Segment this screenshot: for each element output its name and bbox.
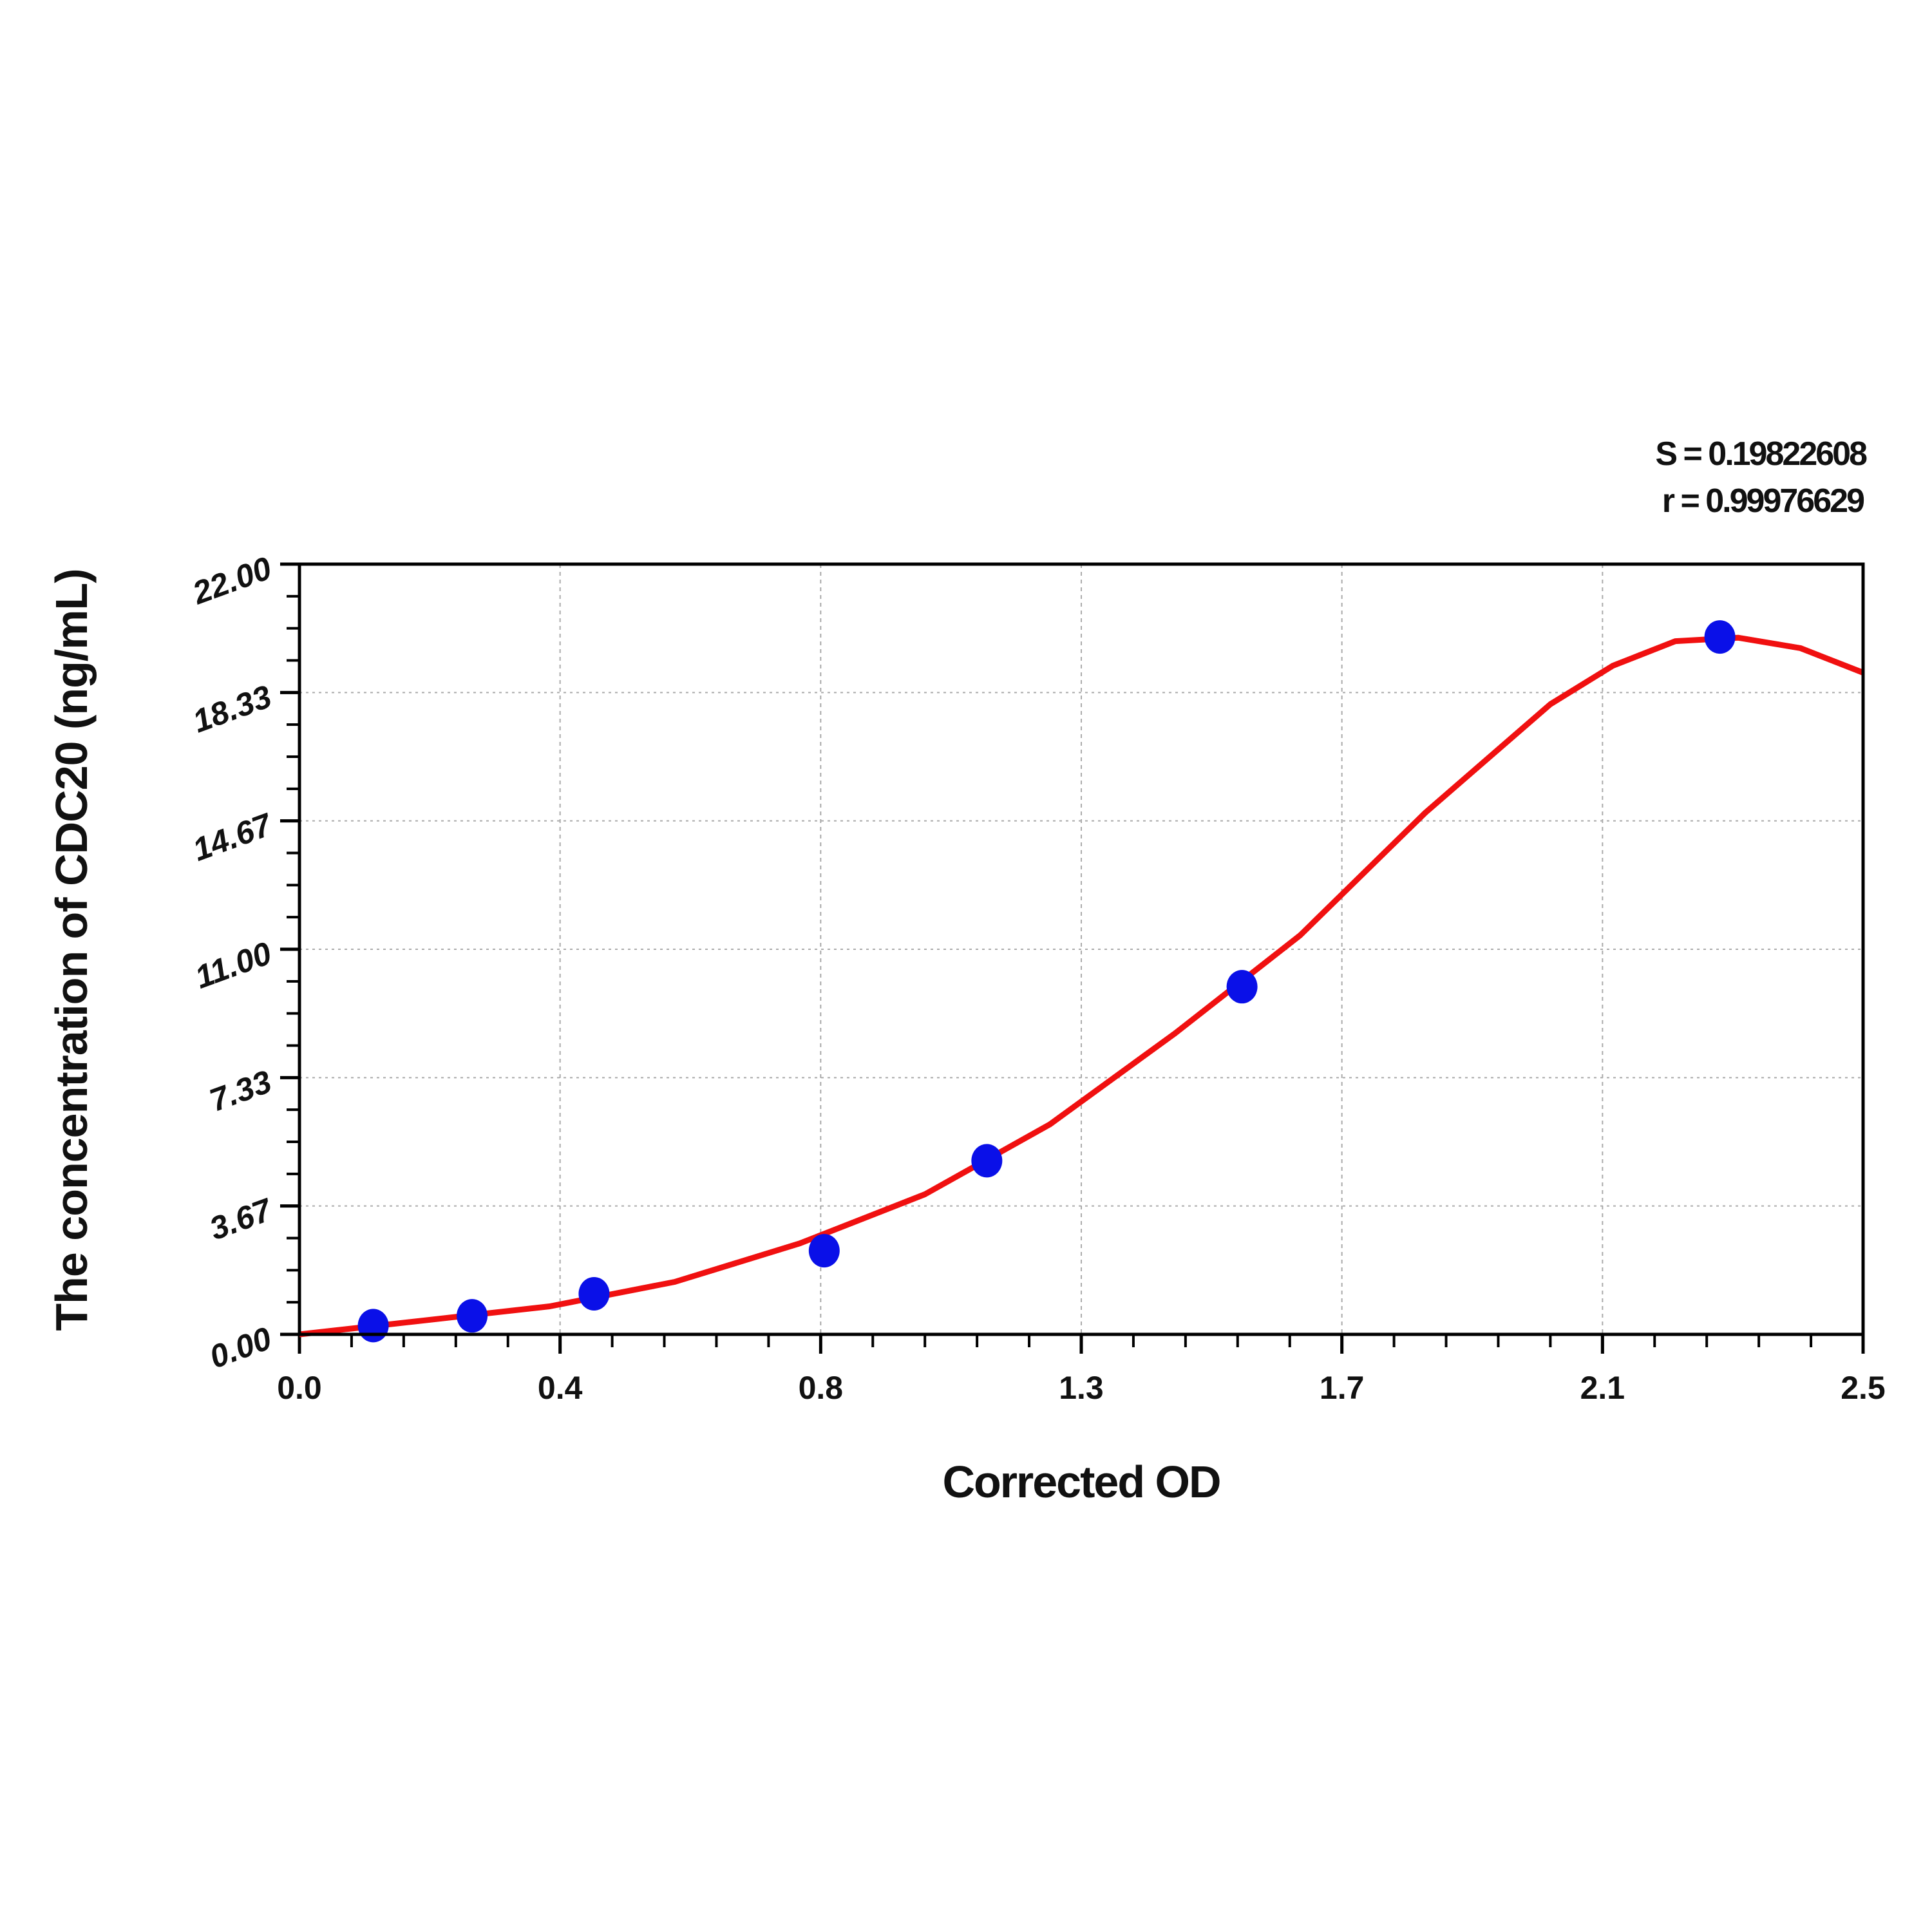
x-tick-label: 2.5 [1841,1370,1886,1406]
x-tick-label: 2.1 [1580,1370,1625,1406]
data-point [1226,970,1258,1004]
y-axis-label: The concentration of CDC20 (ng/mL) [46,569,97,1331]
grid [299,564,1863,1334]
data-point [1704,620,1736,654]
x-axis-label: Corrected OD [942,1457,1220,1507]
annotation-r: r = 0.99976629 [1662,482,1864,520]
plot-frame [298,562,1865,1336]
data-point [971,1144,1003,1178]
data-point [808,1234,840,1268]
x-tick-label: 0.4 [538,1370,583,1406]
x-tick-label: 0.0 [277,1370,322,1406]
data-point [578,1276,610,1311]
points-group [357,620,1736,1343]
data-point [357,1309,389,1343]
annotation-s: S = 0.19822608 [1655,435,1867,473]
data-point [457,1299,488,1333]
x-tick-label: 1.7 [1320,1370,1365,1406]
x-tick-label: 1.3 [1059,1370,1104,1406]
x-tick-label: 0.8 [799,1370,844,1406]
